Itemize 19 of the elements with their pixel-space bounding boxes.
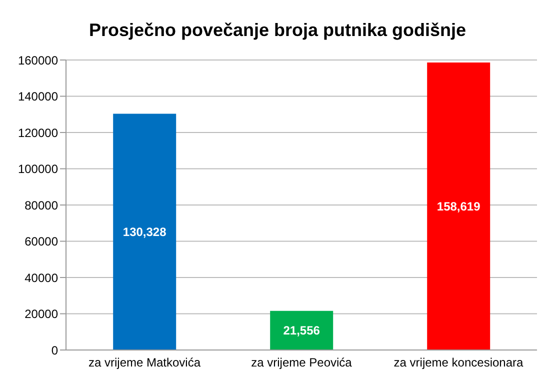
data-label: 130,328 [122, 225, 167, 240]
bar [427, 62, 490, 350]
bar [270, 310, 334, 350]
y-tick-label: 40000 [24, 270, 58, 285]
x-tick-label: za vrijeme koncesionara [394, 356, 524, 370]
y-tick-label: 100000 [18, 162, 58, 176]
y-tick-label: 60000 [24, 234, 58, 249]
y-tick-label: 140000 [18, 90, 58, 104]
x-tick-label: za vrijeme Peovića [251, 356, 352, 370]
y-tick-label: 120000 [18, 126, 58, 140]
x-tick-label: za vrijeme Matkovića [88, 356, 201, 370]
y-tick-label: 160000 [18, 53, 58, 68]
data-label: 21,556 [283, 324, 320, 338]
data-label: 158,619 [436, 200, 481, 214]
bar [113, 114, 176, 350]
y-tick-label: 0 [51, 343, 58, 358]
y-tick-label: 80000 [24, 198, 58, 212]
chart-title: Prosječno povečanje broja putnika godišnje [88, 19, 468, 42]
y-tick-label: 20000 [24, 307, 58, 322]
